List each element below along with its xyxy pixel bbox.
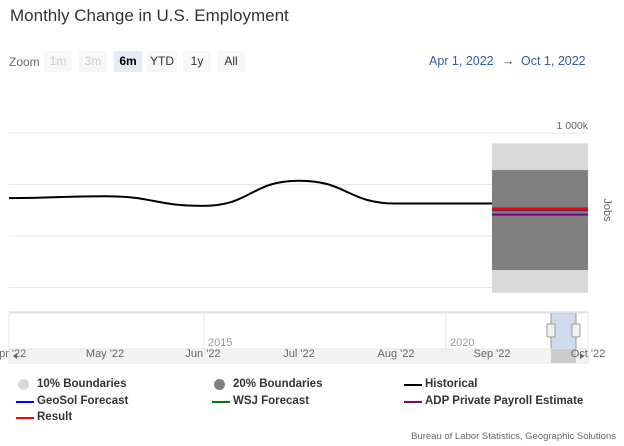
x-tick-label: Jul '22 xyxy=(283,348,314,360)
legend-item-adp-private-payroll-estimate[interactable]: ADP Private Payroll Estimate xyxy=(425,395,584,407)
legend-item-historical[interactable]: Historical xyxy=(425,378,478,390)
zoom-3m-button[interactable]: 3m xyxy=(79,51,107,72)
zoom-6m-button[interactable]: 6m xyxy=(114,51,142,72)
series-historical-line xyxy=(8,179,492,207)
legend-item-10-boundaries[interactable]: 10% Boundaries xyxy=(37,378,127,390)
legend-marker xyxy=(404,401,422,403)
zoom-label: Zoom xyxy=(9,55,40,69)
scrollbar-right-arrow xyxy=(580,353,584,359)
chart-title: Monthly Change in U.S. Employment xyxy=(10,6,289,25)
range-arrow: → xyxy=(502,54,515,68)
scrollbar-track xyxy=(8,348,589,364)
scrollbar-thumb xyxy=(551,349,576,363)
navigator-label: 2015 xyxy=(208,337,232,349)
navigator-label: 2020 xyxy=(450,337,474,349)
navigator-handle-right xyxy=(571,323,581,338)
legend-marker xyxy=(16,417,34,419)
zoom-1m-button[interactable]: 1m xyxy=(44,51,72,72)
y-axis-title: Jobs xyxy=(601,198,613,222)
y-tick-label: 1 000k xyxy=(556,120,588,132)
band-20pct xyxy=(492,170,588,270)
x-tick-label: Oct '22 xyxy=(571,348,606,360)
legend-item-20-boundaries[interactable]: 20% Boundaries xyxy=(233,378,323,390)
navigator-area xyxy=(8,312,589,350)
navigator-handle-left xyxy=(546,323,556,338)
credit: Bureau of Labor Statistics, Geographic S… xyxy=(411,431,616,442)
range-to[interactable]: Oct 1, 2022 xyxy=(521,54,586,68)
legend-marker xyxy=(214,379,225,390)
legend-item-result[interactable]: Result xyxy=(37,411,73,423)
x-tick-label: Apr '22 xyxy=(0,348,26,360)
x-tick-label: Jun '22 xyxy=(185,348,220,360)
zoom-ytd-button[interactable]: YTD xyxy=(147,51,177,72)
legend-item-wsj-forecast[interactable]: WSJ Forecast xyxy=(233,395,310,407)
legend-marker xyxy=(16,401,34,403)
zoom-1y-button[interactable]: 1y xyxy=(183,51,211,72)
legend-marker xyxy=(18,379,29,390)
range-from[interactable]: Apr 1, 2022 xyxy=(429,54,494,68)
zoom-all-button[interactable]: All xyxy=(217,51,245,72)
legend-marker xyxy=(212,401,230,403)
x-tick-label: May '22 xyxy=(86,348,124,360)
x-tick-label: Sep '22 xyxy=(474,348,511,360)
legend-marker xyxy=(404,384,422,386)
x-tick-label: Aug '22 xyxy=(378,348,415,360)
legend-item-geosol-forecast[interactable]: GeoSol Forecast xyxy=(37,395,129,407)
scrollbar-left-arrow xyxy=(13,353,17,359)
